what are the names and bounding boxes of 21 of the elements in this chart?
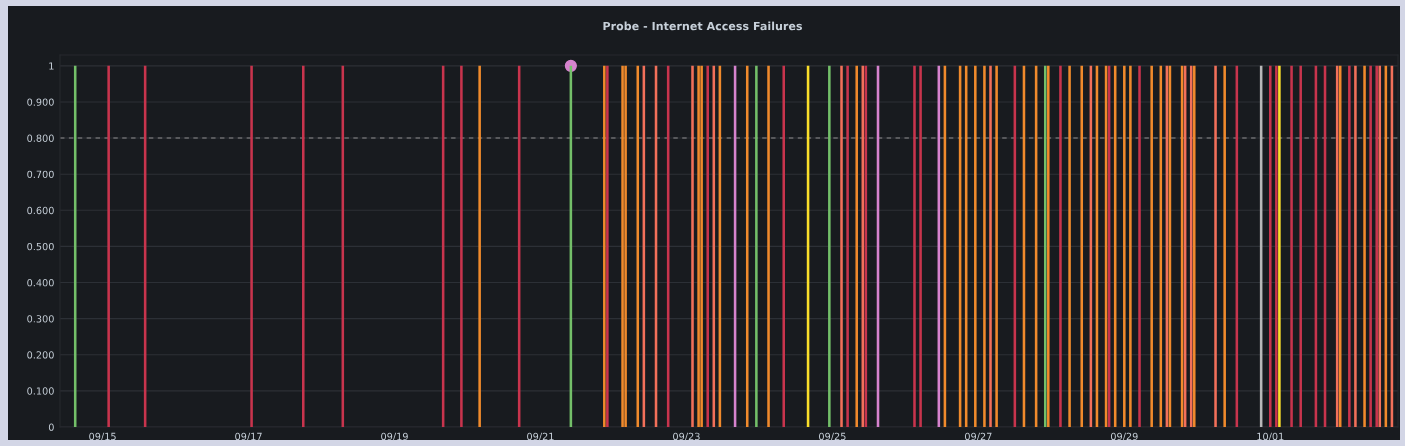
x-tick-label: 10/01 xyxy=(1257,432,1284,441)
x-tick-label: 09/29 xyxy=(1110,432,1138,441)
y-tick-label: 0.300 xyxy=(27,315,54,323)
y-tick-label: 1 xyxy=(49,62,54,70)
x-tick-label: 09/23 xyxy=(673,432,700,441)
y-tick-label: 0.100 xyxy=(27,387,54,395)
x-tick-label: 09/21 xyxy=(527,432,554,441)
x-tick-label: 09/17 xyxy=(235,432,262,441)
x-tick-label: 09/25 xyxy=(819,432,846,441)
y-tick-label: 0.800 xyxy=(27,134,54,142)
y-tick-label: 0.600 xyxy=(27,206,54,215)
y-tick-label: 0.500 xyxy=(27,242,54,251)
y-tick-label: 0.400 xyxy=(27,279,54,287)
x-tick-label: 09/27 xyxy=(964,432,992,441)
y-tick-label: 0.700 xyxy=(27,170,54,179)
x-tick-label: 09/15 xyxy=(89,432,116,441)
y-tick-label: 0.200 xyxy=(27,351,54,359)
y-tick-label: 0 xyxy=(48,423,54,431)
x-tick-label: 09/19 xyxy=(381,432,408,441)
y-tick-label: 0.900 xyxy=(27,98,54,106)
chart-title: Probe - Internet Access Failures xyxy=(603,21,803,31)
